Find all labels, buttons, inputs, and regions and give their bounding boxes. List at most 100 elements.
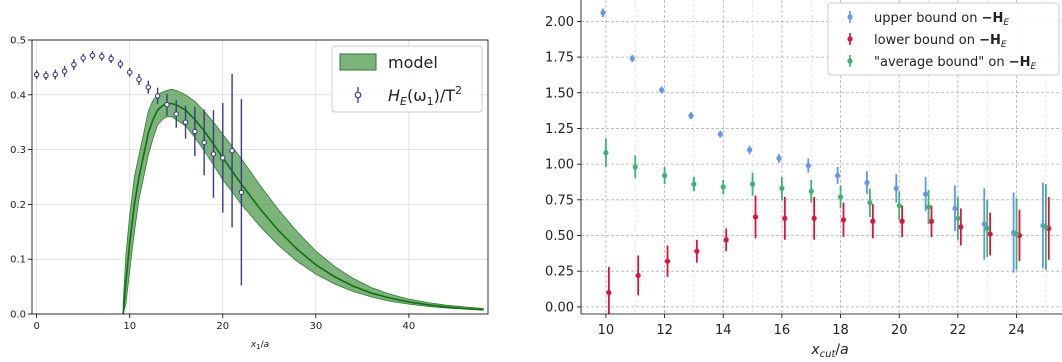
lower-bound-point	[840, 217, 847, 223]
right-y-tick-label: 0.00	[545, 300, 574, 315]
legend-average-marker	[847, 58, 853, 64]
right-x-ticks: 10 12 14 16 18 20 22 24	[598, 314, 1025, 338]
left-model-line	[122, 102, 484, 315]
legend-lower-label: lower bound on −HE	[874, 33, 1007, 50]
upper-bound-point	[688, 113, 694, 119]
right-x-tick-label: 14	[715, 323, 732, 338]
upper-bound-point	[981, 221, 987, 227]
lower-bound-point	[987, 231, 993, 237]
right-y-tick-label: 1.00	[545, 158, 574, 173]
legend-upper-label: upper bound on −HE	[874, 11, 1009, 28]
left-data-points	[33, 50, 245, 286]
data-point	[99, 53, 105, 60]
average-bound-point	[867, 200, 873, 206]
right-y-tick-label: 0.50	[545, 229, 574, 244]
data-point	[108, 55, 114, 62]
average-bound-point	[808, 188, 814, 194]
upper-bound-point	[629, 55, 635, 62]
right-chart: 10 12 14 16 18 20 22 24 0.00 0.25 0.50 0.75 1.00 1.2…	[545, 0, 1062, 360]
left-x-tick-label: 20	[216, 321, 229, 332]
left-x-tick-label: 40	[403, 321, 416, 332]
lower-bound-point	[635, 272, 641, 279]
right-gridlines	[581, 0, 1062, 314]
upper-bound-point	[659, 87, 665, 93]
upper-bound-point	[717, 131, 723, 137]
left-x-tick-label: 10	[123, 321, 136, 332]
data-point	[201, 139, 207, 146]
left-y-tick-label: 0.3	[10, 145, 26, 156]
data-point	[145, 84, 152, 90]
data-point	[61, 68, 68, 74]
right-y-tick-label: 0.75	[545, 193, 574, 208]
legend-lower-marker	[847, 36, 853, 42]
left-x-tick-label: 0	[33, 321, 39, 332]
lower-bound-point	[928, 218, 935, 224]
right-y-ticks: 0.00 0.25 0.50 0.75 1.00 1.25 1.50 1.75 2.00	[545, 15, 581, 315]
right-x-tick-label: 24	[1008, 323, 1025, 338]
right-x-tick-label: 16	[774, 323, 791, 338]
average-bound-point	[1013, 231, 1020, 237]
upper-bound-point	[952, 205, 958, 211]
right-x-tick-label: 22	[950, 323, 967, 338]
data-point	[52, 71, 59, 78]
lower-bound-point	[664, 258, 671, 264]
lower-bound-point	[782, 215, 788, 221]
left-legend: model HE(ω1)/T2	[331, 45, 483, 113]
upper-bound-point	[805, 162, 811, 169]
right-x-tick-label: 20	[891, 323, 908, 338]
right-y-tick-label: 1.25	[545, 122, 574, 137]
data-point	[80, 55, 86, 61]
right-x-tick-label: 18	[832, 323, 849, 338]
lower-bound-point	[752, 214, 759, 220]
right-data-series	[600, 8, 1052, 314]
data-point	[182, 119, 189, 125]
right-x-tick-label: 10	[598, 323, 615, 338]
average-bound-point	[837, 194, 844, 200]
data-point	[71, 61, 77, 68]
left-y-tick-label: 0.2	[10, 200, 26, 211]
left-legend-points-marker	[354, 91, 362, 99]
average-bound-point	[955, 215, 961, 221]
left-y-tick-label: 0.1	[10, 255, 26, 266]
left-y-tick-label: 0.4	[10, 90, 26, 101]
left-legend-model-label: model	[388, 53, 438, 72]
data-point	[210, 151, 217, 157]
data-point	[136, 76, 142, 83]
model-central-line	[122, 102, 484, 315]
upper-bound-point	[923, 191, 929, 197]
upper-bound-point	[747, 147, 753, 153]
upper-bound-point	[893, 185, 899, 191]
data-point	[164, 101, 170, 108]
data-point	[192, 128, 198, 135]
upper-bound-point	[864, 180, 870, 186]
lower-bound-point	[899, 218, 905, 224]
left-x-ticks: 0 10 20 30 40	[33, 314, 415, 332]
data-point	[117, 61, 124, 67]
left-chart: 0 10 20 30 40 0.0 0.1 0.2 0.3 0.4 0.5 x1/a model …	[10, 36, 489, 351]
data-point	[89, 52, 96, 59]
right-y-tick-label: 1.75	[545, 51, 574, 66]
left-y-tick-label: 0.5	[10, 36, 26, 47]
data-point	[126, 69, 133, 76]
lower-bound-series	[606, 195, 1052, 314]
average-bound-series	[603, 138, 1049, 270]
left-x-axis-label: x1/a	[250, 340, 269, 351]
left-x-tick-label: 30	[309, 321, 322, 332]
data-point	[173, 111, 179, 117]
left-y-tick-label: 0.0	[10, 310, 26, 321]
lower-bound-point	[811, 215, 817, 221]
average-bound-point	[661, 172, 668, 179]
average-bound-point	[896, 202, 902, 209]
right-x-axis-label: xcut/a	[810, 342, 848, 360]
left-x-axis-label-sub: 1	[256, 343, 260, 351]
average-bound-point	[925, 204, 932, 210]
left-plot-frame	[31, 39, 489, 315]
legend-upper-marker	[847, 14, 853, 20]
data-point	[33, 71, 40, 78]
average-bound-point	[691, 181, 697, 187]
left-y-ticks: 0.0 0.1 0.2 0.3 0.4 0.5	[10, 36, 32, 321]
upper-bound-series	[600, 8, 1046, 273]
average-bound-point	[603, 150, 609, 156]
data-point	[229, 147, 235, 154]
average-bound-point	[1043, 224, 1049, 230]
